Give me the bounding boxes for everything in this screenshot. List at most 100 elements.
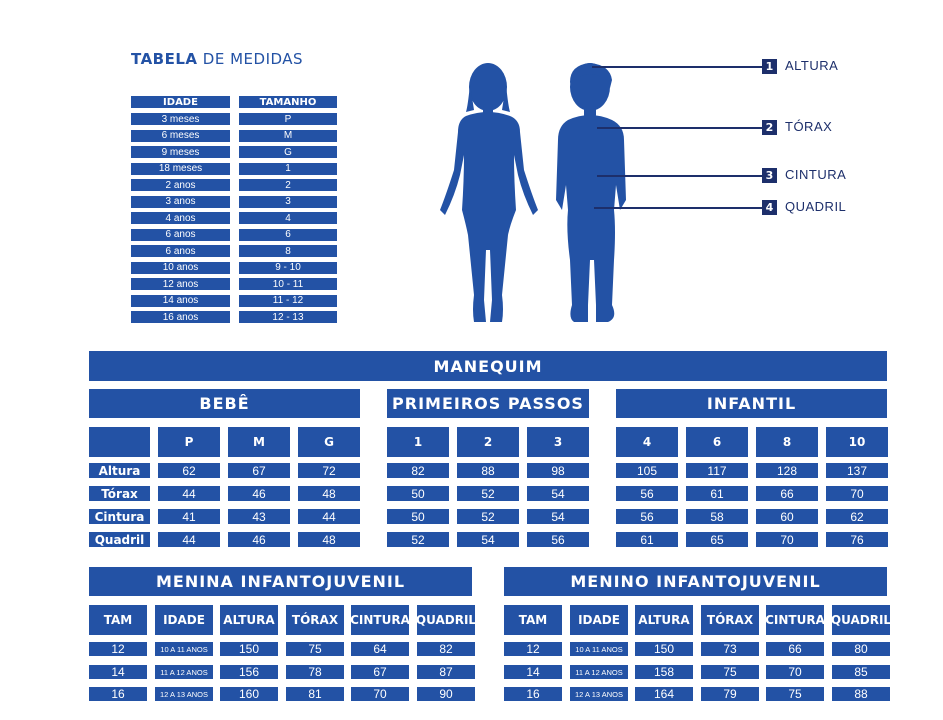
- size-table-age-cell: 6 anos: [131, 228, 230, 241]
- group-bebe: BEBÊ: [89, 389, 360, 418]
- menino-value-cell: 164: [635, 687, 693, 701]
- manequim-row-label: Cintura: [89, 509, 150, 524]
- legend-label: ALTURA: [785, 58, 839, 73]
- menino-header-cell: TAM: [504, 605, 562, 635]
- manequim-value-cell: 117: [686, 463, 748, 478]
- size-table-age-cell: 3 meses: [131, 113, 230, 125]
- legend-number-3: 3: [762, 168, 777, 183]
- menino-header-cell: ALTURA: [635, 605, 693, 635]
- legend-label: QUADRIL: [785, 199, 847, 214]
- size-table-age-cell: 9 meses: [131, 146, 230, 158]
- menina-value-cell: 90: [417, 687, 475, 701]
- manequim-value-cell: 70: [826, 486, 888, 501]
- manequim-value-cell: 128: [756, 463, 818, 478]
- menina-value-cell: 67: [351, 665, 409, 679]
- size-table-age-cell: 12 anos: [131, 278, 230, 290]
- manequim-value-cell: 44: [298, 509, 360, 524]
- menina-value-cell: 150: [220, 642, 278, 656]
- menina-value-cell: 14: [89, 665, 147, 679]
- menina-header-cell: TÓRAX: [286, 605, 344, 635]
- size-table-title-bold: TABELA: [131, 50, 198, 68]
- manequim-value-cell: 60: [756, 509, 818, 524]
- manequim-size-header: 4: [616, 427, 678, 457]
- manequim-value-cell: 61: [686, 486, 748, 501]
- menina-value-cell: 12: [89, 642, 147, 656]
- manequim-value-cell: 46: [228, 532, 290, 547]
- legend-label: TÓRAX: [785, 119, 833, 134]
- menino-value-cell: 10 A 11 ANOS: [570, 642, 628, 656]
- size-table-size-cell: 8: [239, 245, 337, 257]
- menino-value-cell: 11 A 12 ANOS: [570, 665, 628, 679]
- size-table-age-cell: 2 anos: [131, 179, 230, 191]
- menina-value-cell: 64: [351, 642, 409, 656]
- manequim-value-cell: 52: [387, 532, 449, 547]
- menina-value-cell: 10 A 11 ANOS: [155, 642, 213, 656]
- manequim-value-cell: 82: [387, 463, 449, 478]
- menina-header-cell: IDADE: [155, 605, 213, 635]
- size-table-age-cell: 16 anos: [131, 311, 230, 323]
- size-table-size-cell: 9 - 10: [239, 261, 337, 274]
- size-table-size-cell: 4: [239, 212, 337, 224]
- menina-header-cell: CINTURA: [350, 605, 410, 635]
- legend-line-torax: [597, 127, 762, 129]
- menina-value-cell: 11 A 12 ANOS: [155, 665, 213, 679]
- manequim-value-cell: 67: [228, 463, 290, 478]
- manequim-value-cell: 54: [527, 509, 589, 524]
- size-table-size-cell: 12 - 13: [239, 311, 337, 323]
- size-table-size-cell: 1: [239, 162, 337, 175]
- legend-number-2: 2: [762, 120, 777, 135]
- manequim-value-cell: 62: [158, 463, 220, 478]
- manequim-value-cell: 44: [158, 532, 220, 547]
- size-table-col-size: TAMANHO: [239, 96, 337, 108]
- size-table-age-cell: 14 anos: [131, 294, 230, 307]
- menino-header-cell: TÓRAX: [701, 605, 759, 635]
- manequim-size-header: 8: [756, 427, 818, 457]
- size-table-age-cell: 6 anos: [131, 245, 230, 257]
- menina-value-cell: 160: [220, 687, 278, 701]
- group-primeiros-passos: PRIMEIROS PASSOS: [387, 389, 589, 418]
- legend-label: CINTURA: [785, 167, 847, 182]
- manequim-size-header: 3: [527, 427, 589, 457]
- manequim-value-cell: 76: [826, 532, 888, 547]
- menino-value-cell: 75: [766, 687, 824, 701]
- size-table-col-age: IDADE: [131, 96, 230, 108]
- size-table-age-cell: 6 meses: [131, 129, 230, 142]
- menina-header-cell: ALTURA: [220, 605, 278, 635]
- menino-value-cell: 80: [832, 642, 890, 656]
- legend-line-quadril: [594, 207, 762, 209]
- menina-title: MENINA INFANTOJUVENIL: [89, 567, 472, 596]
- menino-value-cell: 66: [766, 642, 824, 656]
- menino-value-cell: 16: [504, 687, 562, 701]
- manequim-value-cell: 54: [527, 486, 589, 501]
- manequim-size-header: G: [298, 427, 360, 457]
- menino-value-cell: 150: [635, 642, 693, 656]
- manequim-size-header: 10: [826, 427, 888, 457]
- manequim-size-header: 1: [387, 427, 449, 457]
- size-table-title-rest: DE MEDIDAS: [197, 50, 304, 68]
- menino-header-cell: CINTURA: [765, 605, 825, 635]
- manequim-corner-cell: [89, 427, 150, 457]
- menino-value-cell: 158: [635, 665, 693, 679]
- menina-value-cell: 82: [417, 642, 475, 656]
- menino-header-cell: QUADRIL: [831, 605, 891, 635]
- menino-value-cell: 88: [832, 687, 890, 701]
- menina-value-cell: 87: [417, 665, 475, 679]
- manequim-size-header: P: [158, 427, 220, 457]
- menino-value-cell: 73: [701, 642, 759, 656]
- manequim-value-cell: 70: [756, 532, 818, 547]
- menino-header-cell: IDADE: [570, 605, 628, 635]
- size-table-size-cell: P: [239, 113, 337, 125]
- menino-value-cell: 70: [766, 665, 824, 679]
- menina-value-cell: 156: [220, 665, 278, 679]
- size-table-size-cell: G: [239, 146, 337, 158]
- menino-value-cell: 85: [832, 665, 890, 679]
- manequim-value-cell: 48: [298, 486, 360, 501]
- manequim-size-header: 2: [457, 427, 519, 457]
- manequim-value-cell: 50: [387, 486, 449, 501]
- manequim-size-header: M: [228, 427, 290, 457]
- manequim-value-cell: 56: [527, 532, 589, 547]
- legend-line-altura: [592, 66, 762, 68]
- manequim-value-cell: 50: [387, 509, 449, 524]
- manequim-value-cell: 43: [228, 509, 290, 524]
- manequim-value-cell: 66: [756, 486, 818, 501]
